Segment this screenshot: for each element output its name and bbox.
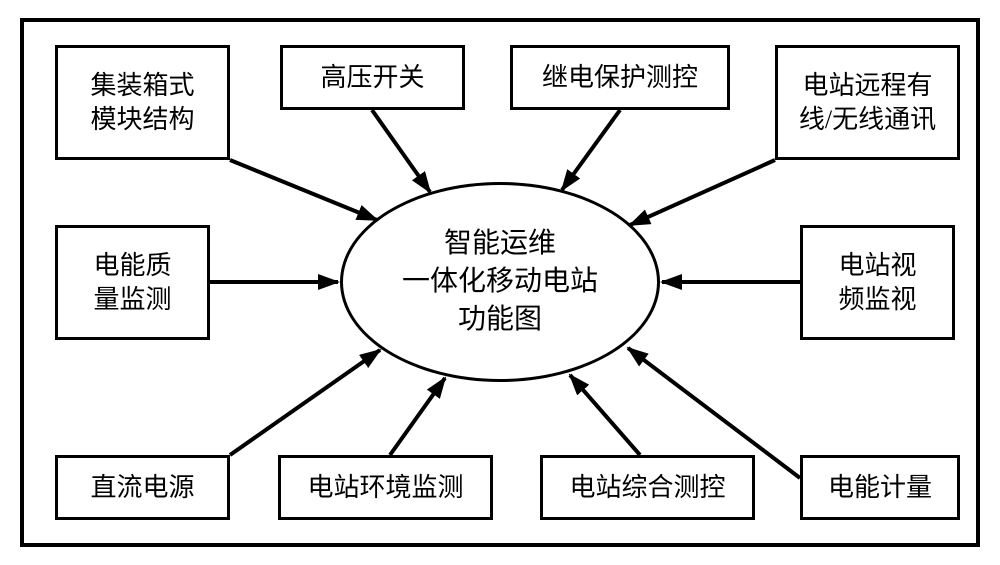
center-label: 智能运维 一体化移动电站 功能图 [402, 225, 598, 338]
center-node: 智能运维 一体化移动电站 功能图 [340, 182, 660, 382]
node-label: 继电保护测控 [542, 61, 698, 95]
node-top-left: 集装箱式 模块结构 [55, 45, 230, 160]
node-label: 电能计量 [828, 471, 932, 505]
node-bottom-1: 直流电源 [55, 455, 230, 520]
node-top-3: 继电保护测控 [510, 45, 730, 110]
node-bottom-3: 电站综合测控 [540, 455, 755, 520]
node-mid-left: 电能质 量监测 [55, 225, 210, 340]
node-top-right: 电站远程有 线/无线通讯 [775, 45, 960, 160]
node-mid-right: 电站视 频监视 [800, 225, 955, 340]
node-label: 直流电源 [90, 471, 194, 505]
node-label: 电站环境监测 [307, 471, 463, 505]
node-top-2: 高压开关 [280, 45, 465, 110]
node-label: 电站远程有 线/无线通讯 [799, 69, 936, 137]
node-label: 电能质 量监测 [93, 249, 171, 317]
node-label: 电站视 频监视 [838, 249, 916, 317]
node-bottom-4: 电能计量 [800, 455, 960, 520]
node-label: 高压开关 [320, 61, 424, 95]
node-label: 电站综合测控 [569, 471, 725, 505]
node-bottom-2: 电站环境监测 [278, 455, 493, 520]
node-label: 集装箱式 模块结构 [90, 69, 194, 137]
